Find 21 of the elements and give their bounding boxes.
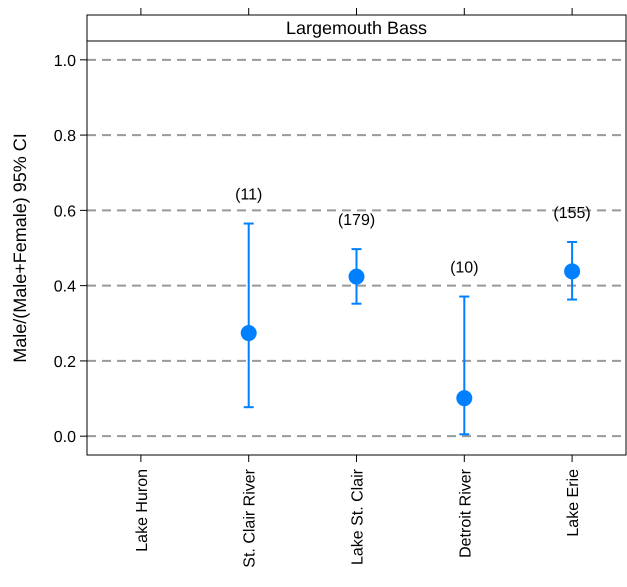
annotation: (11) (235, 186, 262, 204)
y-tick-label: 0.2 (54, 354, 76, 371)
point (240, 325, 257, 342)
point (564, 263, 580, 280)
chart-title: Largemouth Bass (286, 18, 428, 38)
y-tick-label: 0.6 (54, 203, 76, 220)
point (348, 268, 364, 285)
y-axis-title: Male/(Male+Female) 95% CI (10, 133, 30, 363)
x-tick-label: St. Clair River (242, 468, 259, 568)
y-tick-label: 0.8 (54, 128, 76, 146)
y-tick-label: 0.4 (54, 278, 76, 296)
x-tick-label: Lake Huron (134, 469, 151, 552)
annotation: (10) (450, 260, 479, 277)
x-tick-label: Detroit River (457, 468, 474, 558)
point (456, 390, 472, 406)
y-tick-label: 1.0 (54, 52, 76, 70)
x-tick-label: Lake Erie (565, 468, 582, 537)
x-tick-label: Lake St. Clair (350, 468, 366, 566)
annotation: (179) (338, 212, 376, 230)
y-tick-label: 0.0 (54, 429, 76, 446)
annotation: (155) (553, 204, 591, 222)
